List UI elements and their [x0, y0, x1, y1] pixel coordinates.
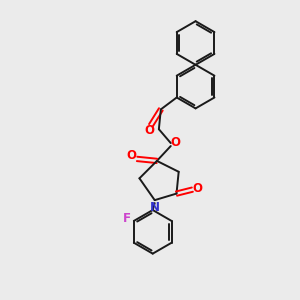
Text: O: O	[192, 182, 202, 195]
Text: O: O	[171, 136, 181, 148]
Text: F: F	[123, 212, 131, 226]
Text: N: N	[150, 201, 160, 214]
Text: O: O	[144, 124, 154, 137]
Text: O: O	[126, 149, 136, 162]
